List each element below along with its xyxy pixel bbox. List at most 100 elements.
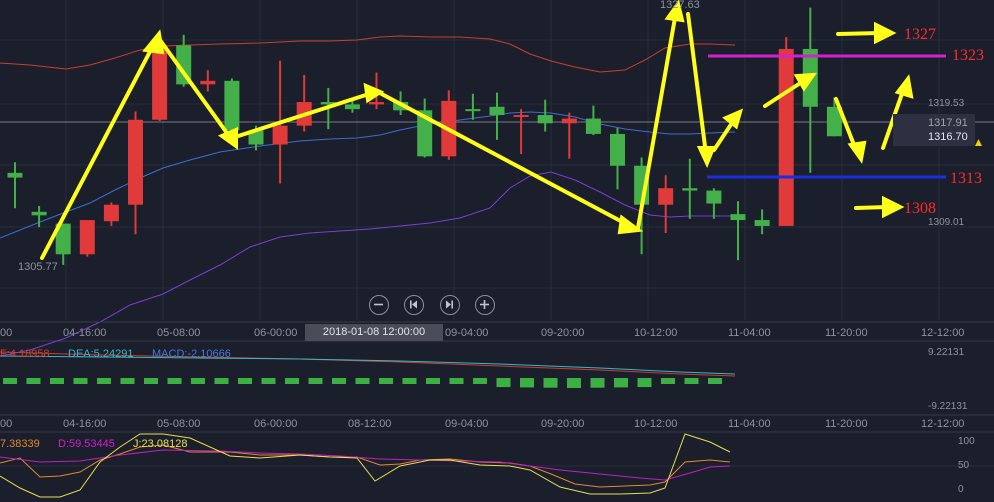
time-axis-edge: 00 bbox=[0, 327, 13, 339]
annotation-1327: 1327 bbox=[904, 26, 936, 43]
candle-body[interactable] bbox=[417, 110, 433, 157]
time-axis-label: 09-04:00 bbox=[445, 327, 489, 339]
time-axis-label: 11-04:00 bbox=[728, 327, 771, 339]
current-price-marker bbox=[975, 139, 982, 146]
candle-body[interactable] bbox=[79, 220, 95, 255]
sub-time-axis-label: 11-04:00 bbox=[728, 418, 771, 430]
macd-bar bbox=[496, 378, 511, 388]
candlestick-series[interactable] bbox=[7, 7, 842, 265]
macd-bar bbox=[73, 378, 88, 384]
kdj-j-legend: J:23.08128 bbox=[133, 438, 188, 450]
grid bbox=[0, 0, 994, 467]
candle-body[interactable] bbox=[103, 204, 119, 222]
macd-bar bbox=[684, 378, 699, 384]
sub-time-axis-label: 12-12:00 bbox=[921, 418, 965, 430]
lower-band-line bbox=[0, 171, 735, 357]
sub-time-axis-label: 10-12:00 bbox=[634, 418, 678, 430]
candle-body[interactable] bbox=[682, 188, 698, 191]
macd-axis-bottom: -9.22131 bbox=[928, 401, 968, 412]
zoom-out-button[interactable] bbox=[369, 295, 389, 315]
macd-bar bbox=[449, 378, 464, 384]
time-axis-label: 06-00:00 bbox=[254, 327, 298, 339]
candle-body[interactable] bbox=[730, 214, 746, 221]
high-price-label: 1327.63 bbox=[660, 0, 700, 11]
candle-body[interactable] bbox=[176, 45, 192, 85]
candle-body[interactable] bbox=[200, 80, 216, 85]
time-axis-label: 12-12:00 bbox=[921, 327, 965, 339]
candle-body[interactable] bbox=[465, 109, 481, 112]
candle-body[interactable] bbox=[537, 115, 553, 124]
candle-body[interactable] bbox=[513, 115, 529, 118]
scroll-to-end-button[interactable] bbox=[440, 295, 460, 315]
scroll-to-start-button[interactable] bbox=[404, 295, 424, 315]
kdj-d-line bbox=[0, 449, 731, 481]
crosshair-time-label: 2018-01-08 12:00:00 bbox=[305, 324, 443, 341]
candle-body[interactable] bbox=[610, 133, 625, 166]
candle-body[interactable] bbox=[706, 190, 722, 204]
sub-time-axis-label: 11-20:00 bbox=[825, 418, 868, 430]
macd-value-legend: MACD:-2.10666 bbox=[152, 348, 231, 360]
macd-bar bbox=[285, 378, 299, 384]
macd-dea-line bbox=[0, 355, 736, 375]
skip-forward-icon bbox=[446, 300, 453, 309]
candle-body[interactable] bbox=[344, 104, 360, 110]
macd-bar bbox=[426, 378, 440, 384]
candle-body[interactable] bbox=[55, 223, 71, 255]
macd-bar bbox=[120, 378, 135, 384]
candle-body[interactable] bbox=[224, 80, 240, 131]
candle-body[interactable] bbox=[585, 118, 601, 134]
sub-time-axis-label: 09-20:00 bbox=[541, 418, 585, 430]
candle-body[interactable] bbox=[778, 48, 794, 226]
macd-bar bbox=[567, 378, 581, 388]
time-axis-label: 09-20:00 bbox=[541, 327, 585, 339]
macd-bar bbox=[614, 378, 628, 388]
candle-body[interactable] bbox=[369, 102, 384, 105]
candle-body[interactable] bbox=[489, 106, 505, 116]
plus-icon bbox=[480, 300, 489, 309]
candle-body[interactable] bbox=[31, 211, 47, 216]
axis-price-1309: 1309.01 bbox=[928, 217, 965, 228]
macd-bar bbox=[308, 378, 323, 384]
zoom-in-button[interactable] bbox=[475, 295, 495, 315]
candle-body[interactable] bbox=[7, 172, 23, 178]
macd-bar bbox=[520, 378, 534, 388]
sub-time-axis-edge: 00 bbox=[0, 418, 13, 430]
macd-dif-line bbox=[0, 351, 736, 377]
sub-time-axis-label: 04-16:00 bbox=[63, 418, 107, 430]
macd-bar bbox=[3, 378, 17, 384]
sub-time-axis-label: 09-04:00 bbox=[445, 418, 489, 430]
candle-body[interactable] bbox=[128, 119, 143, 205]
macd-bar bbox=[191, 378, 205, 384]
macd-bar bbox=[26, 378, 41, 384]
macd-bar bbox=[144, 378, 158, 384]
candle-body[interactable] bbox=[152, 45, 168, 120]
kdj-d-legend: D:59.53445 bbox=[58, 438, 115, 450]
kdj-k-legend: 7.38339 bbox=[0, 438, 40, 450]
candle-body[interactable] bbox=[272, 125, 288, 145]
candle-body[interactable] bbox=[754, 220, 770, 226]
skip-back-icon bbox=[410, 300, 417, 309]
macd-bar bbox=[543, 378, 558, 388]
candle-body[interactable] bbox=[826, 106, 842, 137]
candle-body[interactable] bbox=[561, 118, 577, 124]
kdj-k-line bbox=[0, 444, 731, 488]
axis-price-1317: 1317.91 bbox=[928, 117, 968, 129]
macd-bar bbox=[379, 378, 393, 384]
macd-bar bbox=[97, 378, 111, 384]
kdj-j-line bbox=[0, 433, 731, 498]
candle-body[interactable] bbox=[320, 102, 336, 105]
drawn-trendlines[interactable] bbox=[40, 0, 914, 260]
time-axis-label: 04-16:00 bbox=[63, 327, 107, 339]
macd-histogram bbox=[3, 378, 722, 388]
candle-body[interactable] bbox=[658, 188, 674, 205]
sub-time-axis-label: 08-12:00 bbox=[348, 418, 392, 430]
macd-bar bbox=[661, 378, 675, 384]
annotation-1323: 1323 bbox=[952, 47, 984, 64]
kdj-axis-0: 0 bbox=[958, 484, 964, 495]
current-price-label: 1316.70 bbox=[928, 131, 968, 143]
macd-dea-legend: DEA:5.24291 bbox=[68, 348, 134, 360]
price-tag-box bbox=[893, 114, 975, 146]
candle-body[interactable] bbox=[248, 130, 264, 145]
macd-bar bbox=[50, 378, 64, 384]
